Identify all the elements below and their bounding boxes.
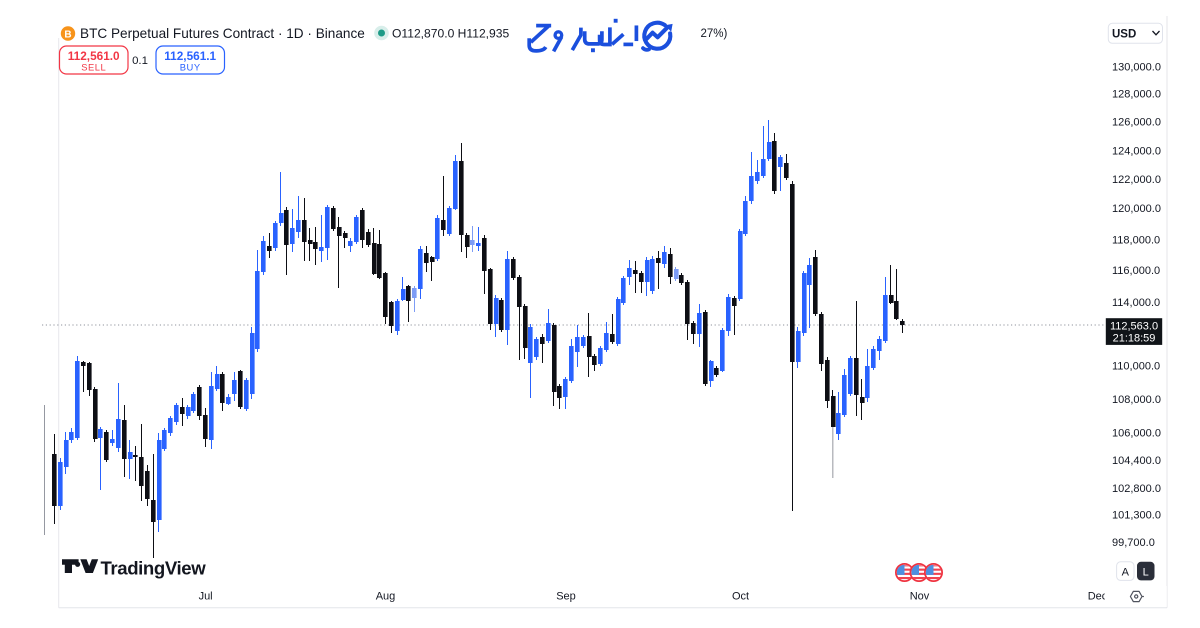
- svg-text:130,000.0: 130,000.0: [1112, 62, 1161, 74]
- svg-text:102,800.0: 102,800.0: [1112, 483, 1161, 495]
- svg-text:TradingView: TradingView: [101, 558, 207, 579]
- svg-text:SELL: SELL: [81, 62, 106, 73]
- svg-text:122,000.0: 122,000.0: [1112, 174, 1161, 186]
- svg-text:118,000.0: 118,000.0: [1112, 235, 1160, 247]
- svg-text:Dec: Dec: [1088, 591, 1108, 603]
- svg-text:BUY: BUY: [180, 62, 201, 73]
- svg-text:110,000.0: 110,000.0: [1112, 361, 1160, 373]
- svg-text:21:18:59: 21:18:59: [1113, 333, 1156, 345]
- svg-text:114,000.0: 114,000.0: [1112, 297, 1160, 309]
- svg-text:Oct: Oct: [732, 591, 749, 603]
- svg-text:120,000.0: 120,000.0: [1112, 203, 1161, 215]
- svg-text:Jul: Jul: [199, 591, 213, 603]
- svg-text:128,000.0: 128,000.0: [1112, 89, 1161, 101]
- svg-text:L: L: [1143, 567, 1149, 579]
- svg-text:112,563.0: 112,563.0: [1110, 321, 1158, 333]
- svg-text:99,700.0: 99,700.0: [1112, 537, 1155, 549]
- svg-text:BTC Perpetual Futures Contract: BTC Perpetual Futures Contract · 1D · Bi…: [80, 26, 365, 41]
- svg-text:Aug: Aug: [376, 591, 396, 603]
- svg-text:A: A: [1122, 567, 1130, 579]
- svg-text:27%): 27%): [701, 28, 728, 40]
- svg-text:108,000.0: 108,000.0: [1112, 394, 1161, 406]
- svg-text:106,000.0: 106,000.0: [1112, 427, 1161, 439]
- svg-text:Nov: Nov: [910, 591, 930, 603]
- svg-text:0.1: 0.1: [132, 55, 148, 67]
- svg-text:112,561.0: 112,561.0: [68, 49, 120, 63]
- svg-text:B: B: [64, 29, 71, 40]
- svg-text:104,400.0: 104,400.0: [1112, 455, 1161, 467]
- svg-text:Sep: Sep: [556, 591, 576, 603]
- svg-text:USD: USD: [1112, 29, 1136, 41]
- svg-text:101,300.0: 101,300.0: [1112, 510, 1161, 522]
- svg-text:124,000.0: 124,000.0: [1112, 146, 1161, 158]
- svg-text:O112,870.0 H112,935: O112,870.0 H112,935: [392, 26, 509, 40]
- svg-text:126,000.0: 126,000.0: [1112, 117, 1161, 129]
- svg-text:112,561.1: 112,561.1: [164, 49, 216, 63]
- svg-text:116,000.0: 116,000.0: [1112, 265, 1160, 277]
